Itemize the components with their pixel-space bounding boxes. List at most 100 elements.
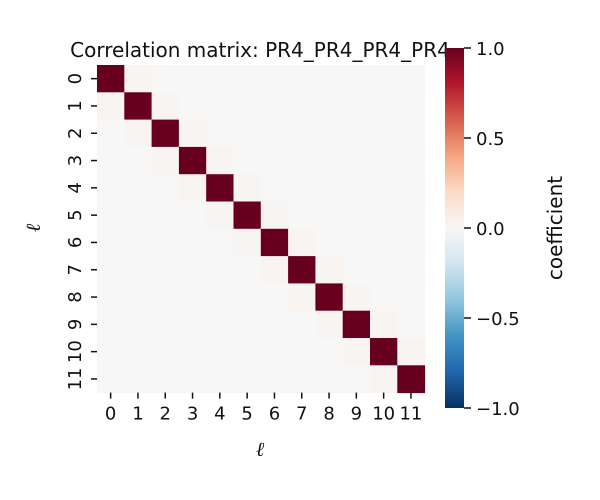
heatmap-cell [342, 228, 371, 257]
x-tick-label: 0 [105, 404, 116, 425]
x-tick-label: 4 [214, 404, 225, 425]
heatmap-cell [233, 256, 262, 284]
heatmap-cell [288, 65, 316, 93]
heatmap-cell [206, 228, 234, 257]
heatmap-cell [315, 174, 344, 202]
heatmap-cell [397, 65, 426, 93]
heatmap-cell [178, 65, 207, 93]
heatmap-cell [397, 201, 426, 230]
heatmap-cell [97, 174, 125, 202]
y-axis-label: ℓ [21, 223, 45, 232]
heatmap-cell [178, 92, 207, 121]
colorbar-ticks: −1.0 −0.5 0.0 0.5 1.0 [464, 39, 520, 420]
heatmap-cell [151, 174, 180, 202]
heatmap-cell [288, 228, 316, 257]
heatmap-cell [233, 338, 262, 366]
heatmap-cell [315, 283, 344, 312]
heatmap-cell [206, 310, 234, 339]
chart-title: Correlation matrix: PR4_PR4_PR4_PR4 [70, 38, 450, 62]
heatmap-cell [124, 201, 153, 230]
heatmap-cell [397, 146, 426, 175]
heatmap-cell [342, 365, 371, 394]
heatmap-cell [206, 92, 234, 121]
heatmap-cell [233, 65, 262, 93]
colorbar-tick-label: 0.5 [476, 129, 505, 150]
y-axis-ticks: 0 1 2 3 4 5 6 7 8 9 10 11 [65, 73, 97, 390]
heatmap-cell [178, 283, 207, 312]
heatmap-cell [206, 256, 234, 284]
heatmap-cell [97, 65, 125, 93]
heatmap-cell [124, 365, 153, 394]
heatmap-cell [260, 201, 289, 230]
heatmap-cell [342, 256, 371, 284]
heatmap-cell [97, 228, 125, 257]
heatmap-cell [151, 256, 180, 284]
heatmap-cell [315, 338, 344, 366]
y-tick-label: 6 [65, 237, 86, 248]
y-tick-label: 4 [65, 182, 86, 193]
heatmap-cell [206, 174, 234, 202]
heatmap-cell [124, 92, 153, 121]
heatmap-cell [397, 228, 426, 257]
x-tick-label: 3 [187, 404, 198, 425]
y-tick-label: 11 [65, 367, 86, 390]
heatmap-cell [315, 310, 344, 339]
heatmap-cell [342, 146, 371, 175]
heatmap-cell [97, 201, 125, 230]
heatmap-cell [124, 256, 153, 284]
heatmap-cell [97, 256, 125, 284]
heatmap-cell [370, 228, 398, 257]
heatmap-cell [288, 365, 316, 394]
heatmap-cell [151, 338, 180, 366]
heatmap-cell [124, 174, 153, 202]
heatmap-cell [178, 146, 207, 175]
heatmap-cell [206, 146, 234, 175]
heatmap-cell [124, 65, 153, 93]
heatmap-cell [342, 119, 371, 148]
y-tick-label: 0 [65, 73, 86, 84]
heatmap-cell [397, 365, 426, 394]
heatmap-cell [397, 92, 426, 121]
heatmap-cell [342, 174, 371, 202]
heatmap-cell [233, 365, 262, 394]
heatmap-cell [342, 338, 371, 366]
heatmap-cell [315, 256, 344, 284]
heatmap-cell [260, 174, 289, 202]
heatmap-cell [260, 146, 289, 175]
heatmap-cell [260, 228, 289, 257]
heatmap-cell [260, 283, 289, 312]
heatmap-cell [342, 201, 371, 230]
heatmap-cells [97, 65, 426, 394]
heatmap-cell [260, 65, 289, 93]
heatmap-cell [206, 283, 234, 312]
heatmap-cell [288, 174, 316, 202]
x-tick-label: 6 [269, 404, 280, 425]
heatmap-cell [97, 146, 125, 175]
heatmap-cell [151, 228, 180, 257]
heatmap-cell [233, 92, 262, 121]
heatmap-cell [124, 338, 153, 366]
heatmap-cell [397, 338, 426, 366]
x-tick-label: 1 [132, 404, 143, 425]
heatmap-cell [151, 92, 180, 121]
heatmap-cell [178, 201, 207, 230]
heatmap-cell [206, 365, 234, 394]
heatmap-cell [178, 119, 207, 148]
heatmap-cell [397, 174, 426, 202]
heatmap-cell [178, 338, 207, 366]
heatmap-cell [97, 310, 125, 339]
heatmap-cell [233, 119, 262, 148]
x-tick-label: 8 [323, 404, 334, 425]
heatmap-cell [151, 119, 180, 148]
heatmap-cell [342, 92, 371, 121]
heatmap-cell [260, 119, 289, 148]
heatmap-cell [97, 338, 125, 366]
heatmap-cell [315, 146, 344, 175]
y-tick-label: 7 [65, 264, 86, 275]
heatmap-cell [342, 283, 371, 312]
heatmap-cell [151, 283, 180, 312]
heatmap-cell [260, 338, 289, 366]
heatmap-cell [288, 310, 316, 339]
colorbar-tick-label: −1.0 [476, 399, 520, 420]
